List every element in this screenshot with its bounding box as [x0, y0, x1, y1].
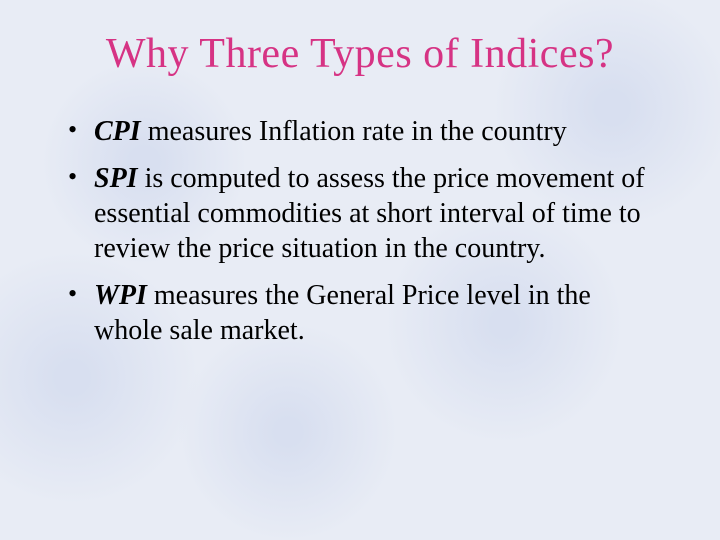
slide-title: Why Three Types of Indices? — [60, 30, 660, 78]
bullet-text: measures Inflation rate in the country — [141, 116, 567, 147]
list-item: SPI is computed to assess the price move… — [60, 161, 660, 266]
bullet-term: CPI — [94, 116, 141, 147]
bullet-term: SPI — [94, 163, 138, 194]
list-item: CPI measures Inflation rate in the count… — [60, 114, 660, 149]
slide: Why Three Types of Indices? CPI measures… — [0, 0, 720, 540]
bullet-term: WPI — [94, 280, 147, 311]
bullet-text: measures the General Price level in the … — [94, 280, 591, 346]
bullet-list: CPI measures Inflation rate in the count… — [60, 114, 660, 348]
list-item: WPI measures the General Price level in … — [60, 278, 660, 348]
bullet-text: is computed to assess the price movement… — [94, 163, 645, 264]
